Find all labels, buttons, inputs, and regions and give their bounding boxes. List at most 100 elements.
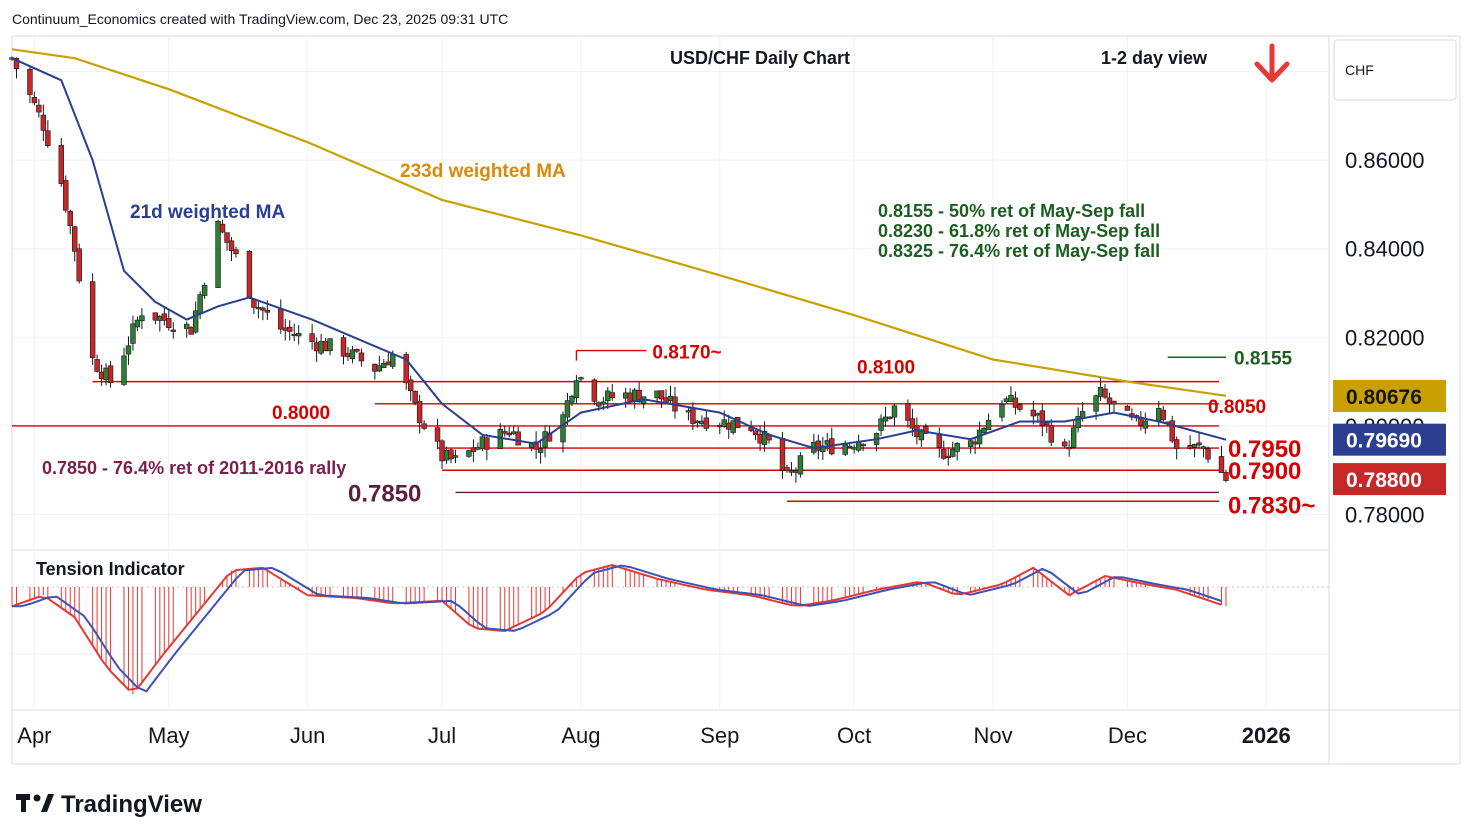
x-tick-label: Dec (1108, 723, 1147, 748)
candle-110 (699, 415, 705, 427)
candle-183 (1160, 405, 1166, 423)
candle-69 (443, 446, 450, 464)
candle-63 (407, 375, 414, 402)
candle-133 (846, 443, 853, 449)
candle-56 (358, 348, 365, 367)
candle-24 (161, 307, 168, 326)
candle-71 (452, 449, 459, 464)
candle-168 (1066, 440, 1072, 457)
candle-84 (537, 439, 544, 464)
candle-187 (1187, 435, 1193, 450)
candle-176 (1111, 400, 1117, 414)
down-arrow-icon (1254, 43, 1290, 83)
candle-76 (484, 433, 490, 461)
candle-9 (67, 209, 73, 235)
x-tick-label: Jul (428, 723, 456, 748)
candle-62 (403, 351, 409, 390)
currency-label: CHF (1345, 62, 1374, 78)
candle-139 (882, 406, 889, 428)
candle-116 (734, 417, 741, 428)
candle-14 (98, 364, 105, 386)
candle-181 (1142, 412, 1149, 434)
x-tick-label: Oct (837, 723, 871, 748)
candle-83 (533, 431, 539, 459)
candle-10 (72, 225, 78, 262)
candle-66 (421, 420, 427, 431)
candle-18 (125, 336, 132, 365)
candle-153 (972, 437, 978, 455)
candle-157 (999, 400, 1005, 422)
candle-151 (954, 441, 960, 461)
candle-58 (376, 355, 383, 373)
candle-60 (385, 352, 391, 366)
y-tick-label: 0.78000 (1345, 503, 1425, 528)
candle-99 (631, 387, 638, 409)
x-tick-label: Nov (973, 723, 1012, 748)
candle-158 (1003, 396, 1010, 404)
level-label-8: 0.8155 (1234, 348, 1293, 369)
candle-78 (502, 426, 508, 437)
candle-191 (1205, 446, 1211, 463)
candle-150 (950, 441, 956, 458)
candle-72 (466, 449, 472, 458)
candle-13 (94, 354, 100, 373)
candle-165 (1044, 420, 1050, 433)
level-label-6: 0.7850 (348, 480, 421, 507)
tradingview-logo-icon (16, 794, 54, 812)
candle-159 (1008, 386, 1014, 403)
candle-149 (945, 447, 951, 466)
x-tick-label: Sep (700, 723, 739, 748)
candle-64 (412, 390, 418, 406)
candle-68 (439, 439, 445, 469)
ma21-line (11, 57, 1227, 450)
candle-188 (1191, 443, 1198, 458)
candle-74 (475, 442, 481, 451)
candle-42 (278, 299, 284, 334)
candle-96 (609, 383, 615, 401)
level-lines (12, 349, 1226, 502)
candle-81 (515, 426, 521, 446)
price-badges: 0.80676 0.79690 0.78800 (1333, 379, 1446, 496)
fib-note-764: 0.8325 - 76.4% ret of May-Sep fall (878, 241, 1160, 261)
candle-53 (345, 346, 351, 361)
candle-52 (340, 335, 347, 365)
currency-box (1333, 39, 1457, 101)
candle-19 (130, 315, 136, 351)
candle-39 (255, 301, 262, 319)
candle-54 (349, 346, 356, 364)
candle-40 (260, 306, 266, 321)
y-tick-label: 0.86000 (1345, 148, 1425, 173)
candle-140 (887, 416, 893, 420)
candle-92 (591, 378, 598, 406)
candle-142 (905, 399, 911, 428)
x-tick-label: Apr (17, 723, 51, 748)
chart-title: USD/CHF Daily Chart (670, 48, 850, 68)
ma21-label: 21d weighted MA (130, 202, 285, 223)
candle-135 (855, 434, 862, 453)
level-label-7: 0.7830~ (1228, 492, 1315, 519)
candle-131 (829, 427, 835, 456)
candle-7 (58, 137, 64, 187)
candle-20 (134, 316, 141, 331)
long-term-note: 0.7850 - 76.4% ret of 2011-2016 rally (42, 458, 346, 478)
candle-59 (381, 359, 387, 368)
candle-36 (233, 246, 239, 258)
candle-77 (497, 423, 503, 450)
candle-115 (730, 420, 736, 435)
candle-147 (936, 427, 942, 458)
candle-87 (560, 411, 566, 453)
candle-21 (139, 308, 145, 329)
fib-note-50: 0.8155 - 50% ret of May-Sep fall (878, 201, 1145, 221)
badge-ma21: 0.79690 (1333, 423, 1446, 456)
candle-75 (479, 434, 486, 452)
candle-164 (1039, 403, 1046, 437)
candle-91 (578, 376, 584, 382)
candle-161 (1017, 402, 1023, 412)
candle-50 (322, 337, 329, 352)
time-axis: Apr May Jun Jul Aug Sep Oct Nov Dec 2026 (17, 723, 1290, 748)
candle-85 (542, 425, 548, 458)
candle-148 (941, 440, 947, 460)
candle-160 (1012, 391, 1019, 415)
candle-80 (511, 426, 517, 435)
